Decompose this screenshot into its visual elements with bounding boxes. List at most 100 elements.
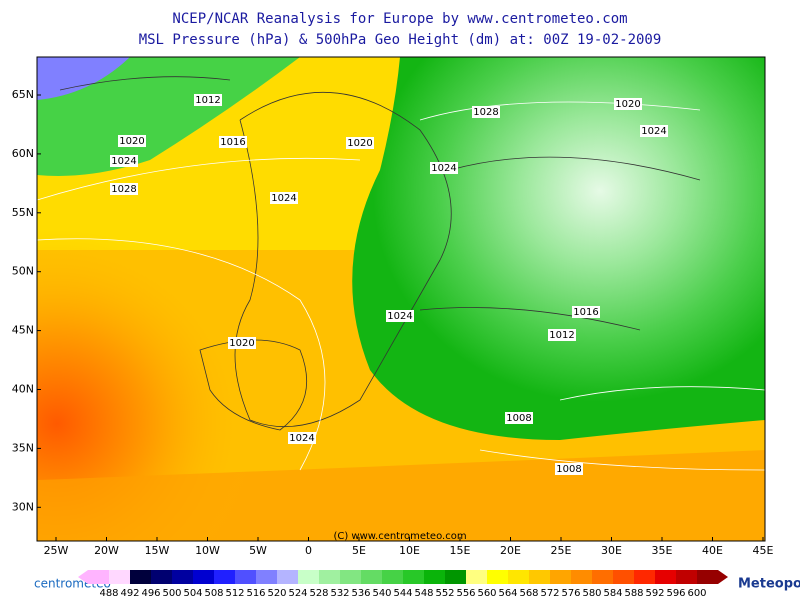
blue-nw	[37, 57, 130, 100]
title: NCEP/NCAR Reanalysis for Europe by www.c…	[172, 11, 627, 27]
colorbar-label: 496	[141, 588, 160, 599]
colorbar-box	[655, 570, 676, 584]
isobar-label: 1008	[556, 464, 581, 475]
colorbar-label: 540	[372, 588, 391, 599]
lon-label: 35E	[652, 544, 673, 557]
subtitle: MSL Pressure (hPa) & 500hPa Geo Height (…	[139, 32, 662, 48]
lon-label: 15E	[450, 544, 471, 557]
colorbar-box	[592, 570, 613, 584]
colorbar-label: 564	[498, 588, 517, 599]
lon-label: 5E	[352, 544, 366, 557]
isobar-label-bg	[614, 98, 642, 110]
colorbar-box	[319, 570, 340, 584]
colorbar-label: 536	[351, 588, 370, 599]
colorbar-box	[109, 570, 130, 584]
green-trough	[352, 57, 765, 440]
isobar-label-bg	[110, 155, 138, 167]
lat-label: 35N	[12, 441, 34, 454]
colorbar-box	[193, 570, 214, 584]
colorbar-arrow	[718, 570, 728, 584]
coastline	[234, 91, 452, 428]
isobar-label: 1028	[473, 107, 498, 118]
colorbar-label: 588	[624, 588, 643, 599]
colorbar-box	[361, 570, 382, 584]
colorbar-box	[550, 570, 571, 584]
isobar-label: 1020	[615, 99, 640, 110]
isobar-label: 1012	[195, 95, 220, 106]
colorbar-box	[487, 570, 508, 584]
lon-label: 10E	[399, 544, 420, 557]
colorbar-label: 556	[456, 588, 475, 599]
isobar-label: 1012	[549, 330, 574, 341]
isobar-label: 1016	[220, 137, 245, 148]
colorbar-label: 500	[162, 588, 181, 599]
lat-label: 65N	[12, 88, 34, 101]
colorbar-arrow	[78, 570, 88, 584]
colorbar-box	[634, 570, 655, 584]
isobar-label-bg	[228, 337, 256, 349]
colorbar-box	[445, 570, 466, 584]
isobar-label: 1024	[289, 433, 314, 444]
isobar-label-bg	[386, 310, 414, 322]
isobar-label-bg	[270, 192, 298, 204]
colorbar-label: 512	[225, 588, 244, 599]
isobar-label: 1024	[431, 163, 456, 174]
colorbar-box	[151, 570, 172, 584]
isobar-label: 1008	[506, 413, 531, 424]
colorbar-label: 528	[309, 588, 328, 599]
colorbar-label: 552	[435, 588, 454, 599]
lat-label: 55N	[12, 206, 34, 219]
lon-label: 5W	[249, 544, 267, 557]
colorbar-label: 532	[330, 588, 349, 599]
colorbar-label: 580	[582, 588, 601, 599]
colorbar-box	[403, 570, 424, 584]
colorbar-label: 504	[183, 588, 202, 599]
colorbar-label: 576	[561, 588, 580, 599]
isobar-label-bg	[548, 329, 576, 341]
lon-label: 10W	[195, 544, 220, 557]
colorbar-label: 508	[204, 588, 223, 599]
isobar-label-bg	[555, 463, 583, 475]
isobar-label-bg	[288, 432, 316, 444]
lon-label: 40E	[702, 544, 723, 557]
colorbar-box	[214, 570, 235, 584]
colorbar-box	[277, 570, 298, 584]
colorbar-label: 572	[540, 588, 559, 599]
isobar-label-bg	[472, 106, 500, 118]
colorbar-box	[382, 570, 403, 584]
colorbar-label: 596	[666, 588, 685, 599]
lat-label: 30N	[12, 500, 34, 513]
colorbar-label: 488	[99, 588, 118, 599]
isobar-label-bg	[640, 125, 668, 137]
colorbar-label: 592	[645, 588, 664, 599]
isobar-label: 1024	[641, 126, 666, 137]
isobar-label: 1020	[229, 338, 254, 349]
colorbar-box	[130, 570, 151, 584]
colorbar-label: 516	[246, 588, 265, 599]
lon-label: 20E	[500, 544, 521, 557]
lon-label: 25W	[44, 544, 69, 557]
colorbar-box	[529, 570, 550, 584]
isobar-label-bg	[505, 412, 533, 424]
map-frame	[36, 56, 766, 542]
lon-label: 30E	[601, 544, 622, 557]
isobar-label-bg	[346, 137, 374, 149]
colorbar-box	[466, 570, 487, 584]
isobar-label-bg	[219, 136, 247, 148]
colorbar-label: 600	[687, 588, 706, 599]
colorbar-label: 524	[288, 588, 307, 599]
colorbar-box	[424, 570, 445, 584]
isobar-label-bg	[110, 183, 138, 195]
isobar-label: 1016	[573, 307, 598, 318]
isobar-label: 1028	[111, 184, 136, 195]
copyright: (C) www.centrometeo.com	[333, 531, 466, 542]
colorbar-box	[298, 570, 319, 584]
colorbar-box	[613, 570, 634, 584]
colorbar-box	[172, 570, 193, 584]
colorbar-box	[340, 570, 361, 584]
colorbar-label: 520	[267, 588, 286, 599]
isobar-label: 1024	[387, 311, 412, 322]
lat-label: 50N	[12, 265, 34, 278]
lon-label: 15W	[145, 544, 170, 557]
